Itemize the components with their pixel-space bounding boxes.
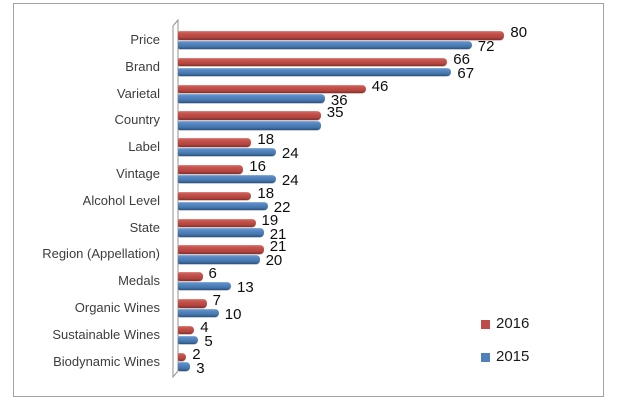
bar-2015 — [178, 362, 191, 371]
axis-wall-shape — [172, 18, 179, 379]
category-label: Varietal — [116, 85, 160, 101]
value-label-2016: 6 — [208, 265, 217, 283]
category-label: Region (Appellation) — [42, 246, 160, 262]
bar-2016 — [178, 31, 505, 40]
bar-2015 — [178, 255, 260, 264]
category-label: Organic Wines — [74, 300, 160, 315]
bar-2016 — [178, 165, 244, 174]
value-label-2015: 36 — [330, 91, 348, 109]
legend-swatch-icon — [481, 319, 490, 329]
value-label-2016: 19 — [261, 211, 279, 229]
bar-2015 — [178, 147, 276, 157]
bar-2016 — [178, 245, 264, 254]
value-label-2016: 2 — [192, 345, 201, 363]
value-label-2015: 22 — [273, 198, 291, 216]
bar-2015 — [178, 308, 219, 318]
value-label-2016: 16 — [249, 158, 266, 175]
value-label-2016: 21 — [269, 238, 287, 256]
value-label-2015: 10 — [224, 306, 242, 323]
bar-2015 — [178, 228, 264, 237]
bar-row: Price 80 72 — [0, 22, 617, 54]
bar-2016 — [178, 218, 256, 228]
bar-2016 — [178, 191, 252, 201]
bar-row: Organic Wines 7 10 — [0, 290, 617, 322]
value-label-2015: 24 — [281, 172, 299, 189]
category-label: Alcohol Level — [82, 192, 160, 208]
value-label-2015: 24 — [281, 145, 299, 163]
value-label-2016: 46 — [371, 77, 389, 95]
bar-2016 — [178, 57, 448, 67]
value-label-2016: 66 — [453, 50, 470, 68]
bar-2015 — [178, 94, 325, 103]
category-label: Label — [128, 139, 160, 155]
value-label-2016: 7 — [212, 292, 221, 309]
bar-row: Alcohol Level 18 22 — [0, 183, 617, 215]
bar-row: Medals 6 13 — [0, 263, 617, 295]
legend-item-2015: 2015 — [481, 348, 529, 366]
value-label-2016: 4 — [200, 318, 209, 336]
category-label: Vintage — [116, 166, 160, 181]
bar-row: Sustainable Wines 4 5 — [0, 317, 617, 349]
category-label: Country — [114, 112, 160, 128]
category-label: Medals — [118, 273, 160, 289]
bar-2016 — [178, 111, 321, 120]
category-label: Price — [130, 32, 160, 47]
bar-row: Label 18 24 — [0, 129, 617, 161]
bar-2015 — [178, 174, 276, 184]
bar-2016 — [178, 352, 187, 362]
bar-2015 — [178, 201, 268, 211]
bar-2016 — [178, 84, 366, 94]
bar-2015 — [178, 281, 231, 291]
value-label-2016: 18 — [257, 131, 275, 149]
bar-2016 — [178, 272, 203, 281]
category-label: State — [129, 219, 160, 235]
category-label: Sustainable Wines — [52, 326, 160, 342]
bar-2016 — [178, 299, 207, 308]
value-label-2016: 80 — [510, 24, 528, 41]
bar-row: Varietal 46 36 — [0, 76, 617, 108]
bar-2016 — [178, 325, 195, 335]
value-label-2015: 20 — [265, 252, 283, 270]
category-label: Biodynamic Wines — [53, 353, 160, 369]
bar-row: State 19 21 — [0, 210, 617, 242]
category-label: Brand — [125, 58, 160, 74]
value-label-2015: 21 — [269, 225, 287, 243]
legend-item-2016: 2016 — [481, 315, 529, 333]
bar-2015 — [178, 40, 472, 50]
bar-row: Brand 66 67 — [0, 49, 617, 81]
legend-label: 2016 — [496, 315, 530, 332]
value-label-2015: 3 — [196, 359, 205, 377]
bar-row: Biodynamic Wines 2 3 — [0, 344, 617, 376]
bar-row: Vintage 16 24 — [0, 156, 617, 188]
bar-row: Country 35 — [0, 102, 617, 130]
legend-swatch-icon — [481, 352, 490, 362]
value-label-2015: 72 — [477, 38, 495, 55]
bar-2016 — [178, 138, 252, 147]
value-label-2015: 5 — [204, 332, 213, 350]
bar-row: Region (Appellation) 21 20 — [0, 236, 617, 268]
bar-2015 — [178, 67, 452, 77]
value-label-2015: 13 — [237, 279, 254, 297]
bar-2015 — [178, 121, 321, 130]
value-label-2016: 35 — [326, 104, 344, 122]
legend-label: 2015 — [496, 348, 530, 365]
value-label-2016: 18 — [257, 184, 275, 202]
bar-2015 — [178, 335, 199, 345]
value-label-2015: 67 — [457, 64, 475, 82]
